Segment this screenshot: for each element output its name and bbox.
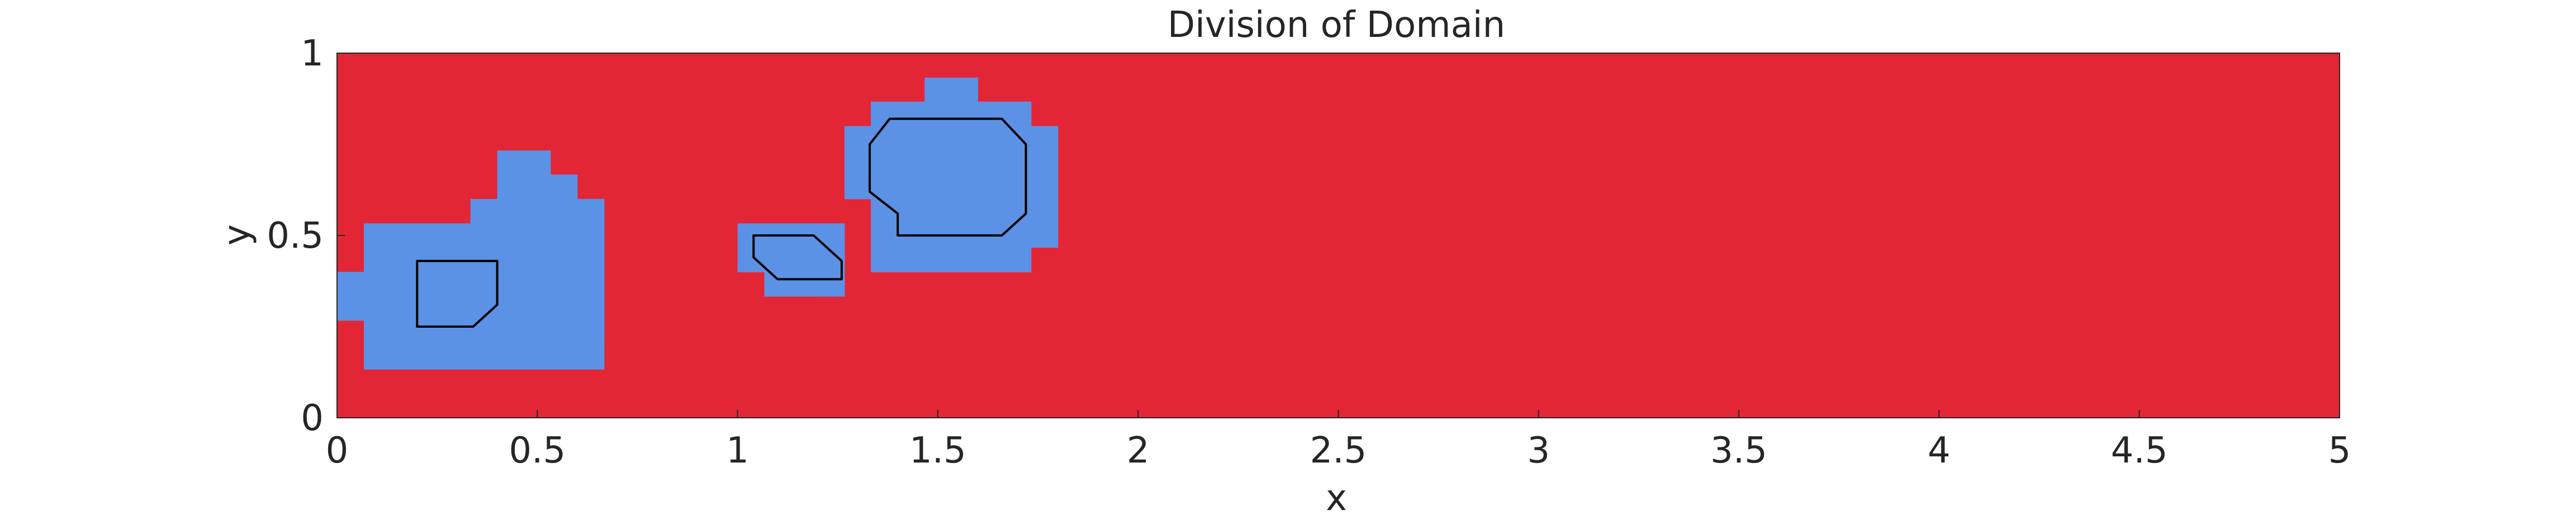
subdomain-cell — [871, 101, 1032, 272]
x-tick-label: 0.5 — [509, 430, 566, 471]
x-tick-label: 3 — [1527, 430, 1550, 471]
x-tick-label: 2 — [1127, 430, 1150, 471]
subdomain-cell — [871, 101, 1032, 126]
x-tick-label: 5 — [2328, 430, 2351, 471]
y-tick-label: 1 — [301, 33, 324, 74]
x-axis: 0 0.5 1 1.5 2 2.5 3 3.5 4 4.5 5 — [326, 410, 2351, 471]
x-tick-label: 1.5 — [909, 430, 966, 471]
x-tick-label: 3.5 — [1710, 430, 1767, 471]
x-tick-label: 0 — [326, 430, 349, 471]
x-tick-label: 4 — [1928, 430, 1951, 471]
x-axis-label: x — [1326, 478, 1347, 519]
plot-area — [336, 53, 2340, 418]
x-tick-label: 2.5 — [1310, 430, 1367, 471]
obstacle-outline — [869, 117, 1027, 237]
x-tick-label: 1 — [726, 430, 749, 471]
obstacle-outline — [752, 234, 843, 281]
subdomain-cell — [470, 345, 605, 370]
subdomain-cell — [924, 77, 979, 102]
y-axis-label: y — [216, 224, 258, 246]
y-tick-label: 0 — [301, 398, 324, 439]
obstacle-outline — [416, 260, 499, 328]
y-tick-label: 0.5 — [267, 215, 324, 257]
subdomain-cell — [844, 126, 871, 200]
background-region — [337, 53, 2340, 418]
subdomain-cell — [1031, 126, 1059, 248]
subdomain-cell — [337, 272, 364, 321]
chart-title: Division of Domain — [1168, 4, 1505, 46]
subdomain-cell — [497, 150, 551, 175]
x-tick-label: 4.5 — [2111, 430, 2168, 471]
subdomain-cell — [577, 199, 605, 346]
subdomain-cell — [497, 174, 578, 200]
subdomain-cell — [817, 247, 845, 297]
y-axis: 00.51 — [267, 33, 345, 439]
